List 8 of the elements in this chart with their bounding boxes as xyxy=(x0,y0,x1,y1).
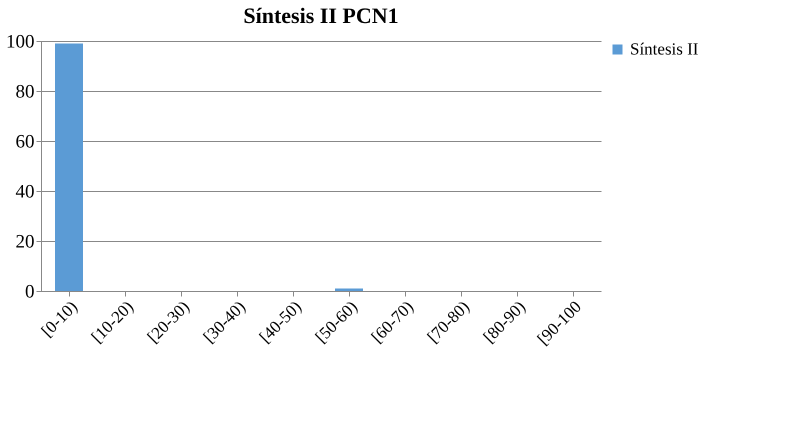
y-tick-label: 100 xyxy=(6,32,34,52)
chart-title: Síntesis II PCN1 xyxy=(243,3,399,28)
y-tick-label: 40 xyxy=(16,182,34,202)
y-tick-label: 20 xyxy=(16,232,34,252)
y-tick-label: 0 xyxy=(25,282,34,302)
legend-label: Síntesis II xyxy=(630,40,699,58)
y-tick-label: 80 xyxy=(16,82,34,102)
y-tick-label: 60 xyxy=(16,132,34,152)
